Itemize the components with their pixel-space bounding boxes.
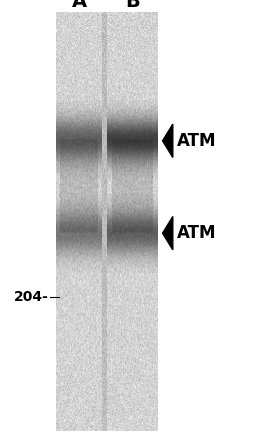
Text: ATM: ATM [177,132,216,150]
Text: 204-: 204- [14,290,49,304]
Text: ATM: ATM [177,224,216,242]
Text: B: B [126,0,141,11]
Text: A: A [72,0,87,11]
Polygon shape [163,216,173,250]
Polygon shape [163,124,173,158]
